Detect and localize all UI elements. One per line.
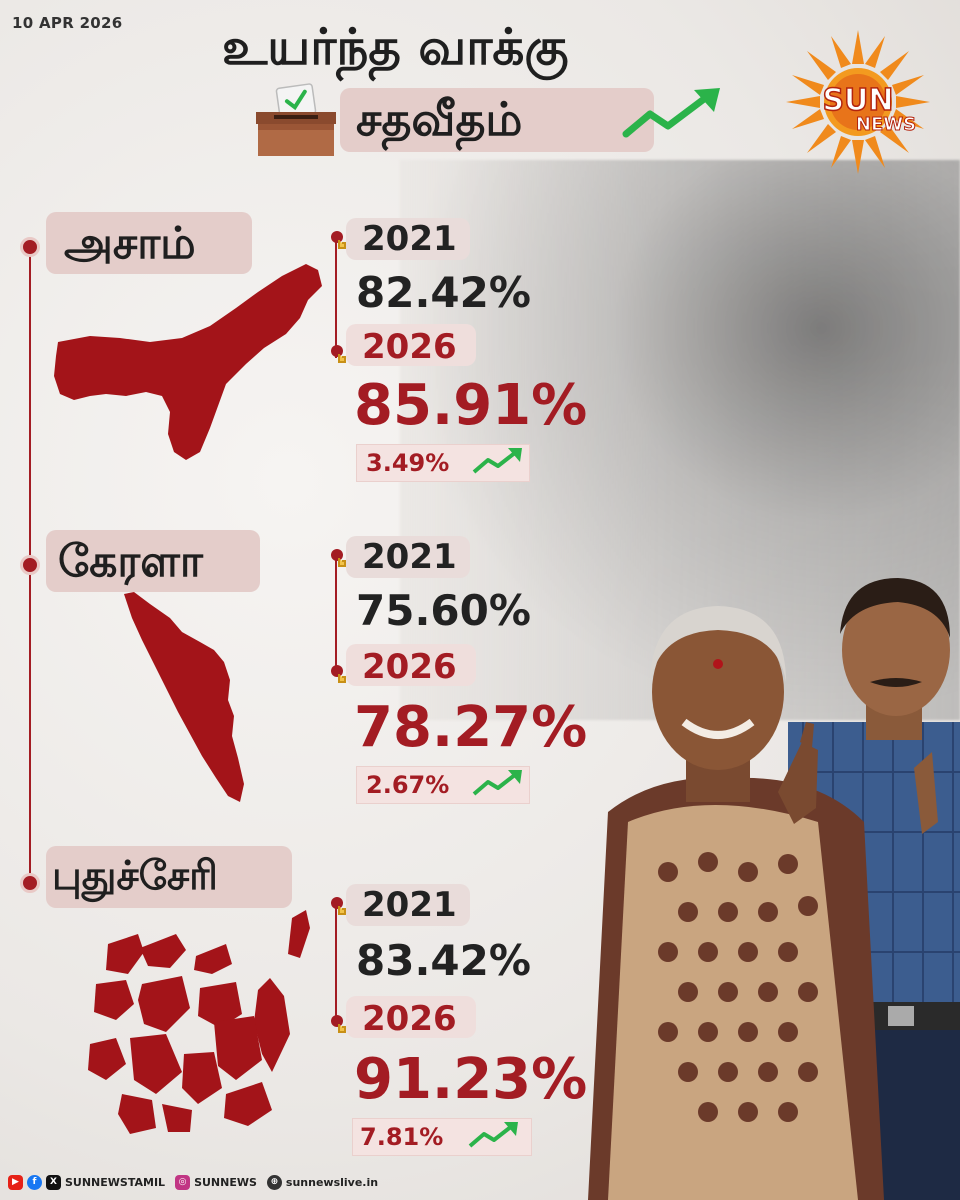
increase-value: 7.81% [360, 1123, 444, 1151]
title-line2-highlight [340, 88, 654, 152]
assam-map [54, 264, 322, 460]
year-badge-2026 [346, 324, 476, 366]
pct-2021: 82.42% [356, 268, 531, 317]
sub-timeline [335, 906, 337, 1024]
sub-timeline [335, 558, 337, 676]
puducherry-map [88, 910, 310, 1134]
logo-sun-text: SUN [822, 83, 893, 118]
ballot-box-icon [256, 83, 336, 156]
timeline-dot [20, 237, 40, 257]
state-label-box [46, 212, 252, 274]
year-2021: 2021 [362, 885, 457, 925]
globe-icon: ⊕ [266, 1174, 282, 1190]
pct-2026: 78.27% [354, 695, 588, 760]
pct-2026: 85.91% [354, 373, 588, 438]
year-badge-2026 [346, 644, 476, 686]
state-name-assam: அசாம் [64, 218, 196, 269]
year-badge-2021 [346, 536, 470, 578]
year-badge-2021 [346, 884, 470, 926]
sun-news-logo: SUN NEWS [786, 30, 930, 174]
state-label-box [46, 846, 292, 908]
hand-pointer-icon [331, 1015, 346, 1033]
year-badge-2021 [346, 218, 470, 260]
year-2026: 2026 [362, 647, 457, 687]
increase-value: 3.49% [366, 449, 450, 477]
trend-up-arrow-icon [622, 88, 720, 138]
timeline-dot [20, 555, 40, 575]
hand-pointer-icon [331, 549, 346, 567]
logo-news-text: NEWS [856, 114, 916, 135]
x-icon: X [46, 1174, 61, 1190]
pct-2021: 75.60% [356, 586, 531, 635]
youtube-icon: ▶ [8, 1174, 23, 1190]
year-2026: 2026 [362, 999, 457, 1039]
state-label-box [46, 530, 260, 592]
year-2021: 2021 [362, 219, 457, 259]
year-2021: 2021 [362, 537, 457, 577]
facebook-icon: f [27, 1174, 42, 1190]
instagram-icon: ◎ [175, 1174, 191, 1190]
increase-value: 2.67% [366, 771, 450, 799]
sub-timeline [335, 240, 337, 358]
footer-social: ▶ f X SUNNEWSTAMIL ◎ SUNNEWS ⊕ sunnewsli… [8, 1172, 378, 1192]
footer-handle[interactable]: SUNNEWSTAMIL [65, 1175, 166, 1189]
title-line2: சதவீதம் [356, 92, 523, 146]
footer-website[interactable]: sunnewslive.in [285, 1175, 379, 1189]
hand-pointer-icon [331, 345, 346, 363]
year-badge-2026 [346, 996, 476, 1038]
trend-up-arrow-icon [472, 770, 522, 796]
voters-photo [588, 578, 960, 1200]
trend-up-arrow-icon [472, 448, 522, 474]
title-line1: உயர்ந்த வாக்கு [222, 18, 569, 76]
pct-2026: 91.23% [354, 1047, 588, 1112]
increase-badge [352, 1118, 532, 1156]
state-name-kerala: கேரளா [58, 536, 203, 587]
state-name-puducherry: புதுச்சேரி [52, 853, 218, 899]
kerala-map [124, 592, 244, 802]
hand-pointer-icon [331, 665, 346, 683]
hand-pointer-icon [331, 897, 346, 915]
date-label: 10 APR 2026 [12, 14, 123, 32]
trend-up-arrow-icon [468, 1122, 518, 1148]
timeline-dot [20, 873, 40, 893]
pct-2021: 83.42% [356, 936, 531, 985]
year-2026: 2026 [362, 327, 457, 367]
hand-pointer-icon [331, 231, 346, 249]
footer-instagram[interactable]: SUNNEWS [194, 1175, 257, 1189]
